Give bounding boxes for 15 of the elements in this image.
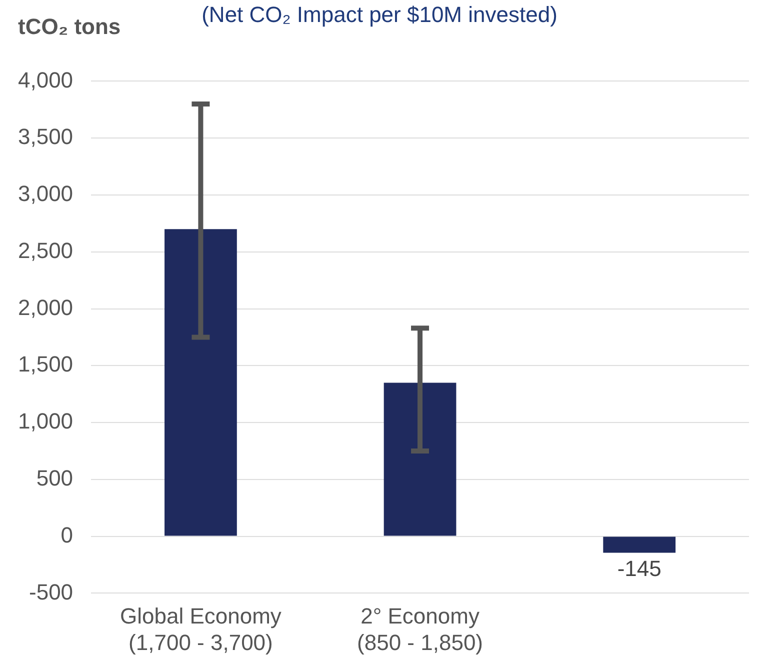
y-tick-label: 4,000 [18,67,74,92]
y-tick-label: 0 [60,522,74,548]
y-tick-label: 3,000 [18,181,74,206]
y-tick-label: 3,500 [18,124,74,150]
y-tick-label: -500 [29,579,74,604]
y-tick-label: 2,000 [18,294,74,320]
y-axis-title: tCO₂ tons [18,14,121,40]
y-tick-label: 500 [36,465,74,490]
data-label: -145 [617,556,662,581]
y-tick-label: 1,000 [18,408,74,434]
y-tick-label: 1,500 [18,352,74,377]
x-tick-label: Global Economy (1,700 - 3,700) [120,603,282,655]
chart-title: (Net CO₂ Impact per $10M invested) [202,2,558,27]
y-tick-label: 2,500 [18,238,74,263]
x-tick-label: 2° Economy (850 - 1,850) [357,603,484,655]
